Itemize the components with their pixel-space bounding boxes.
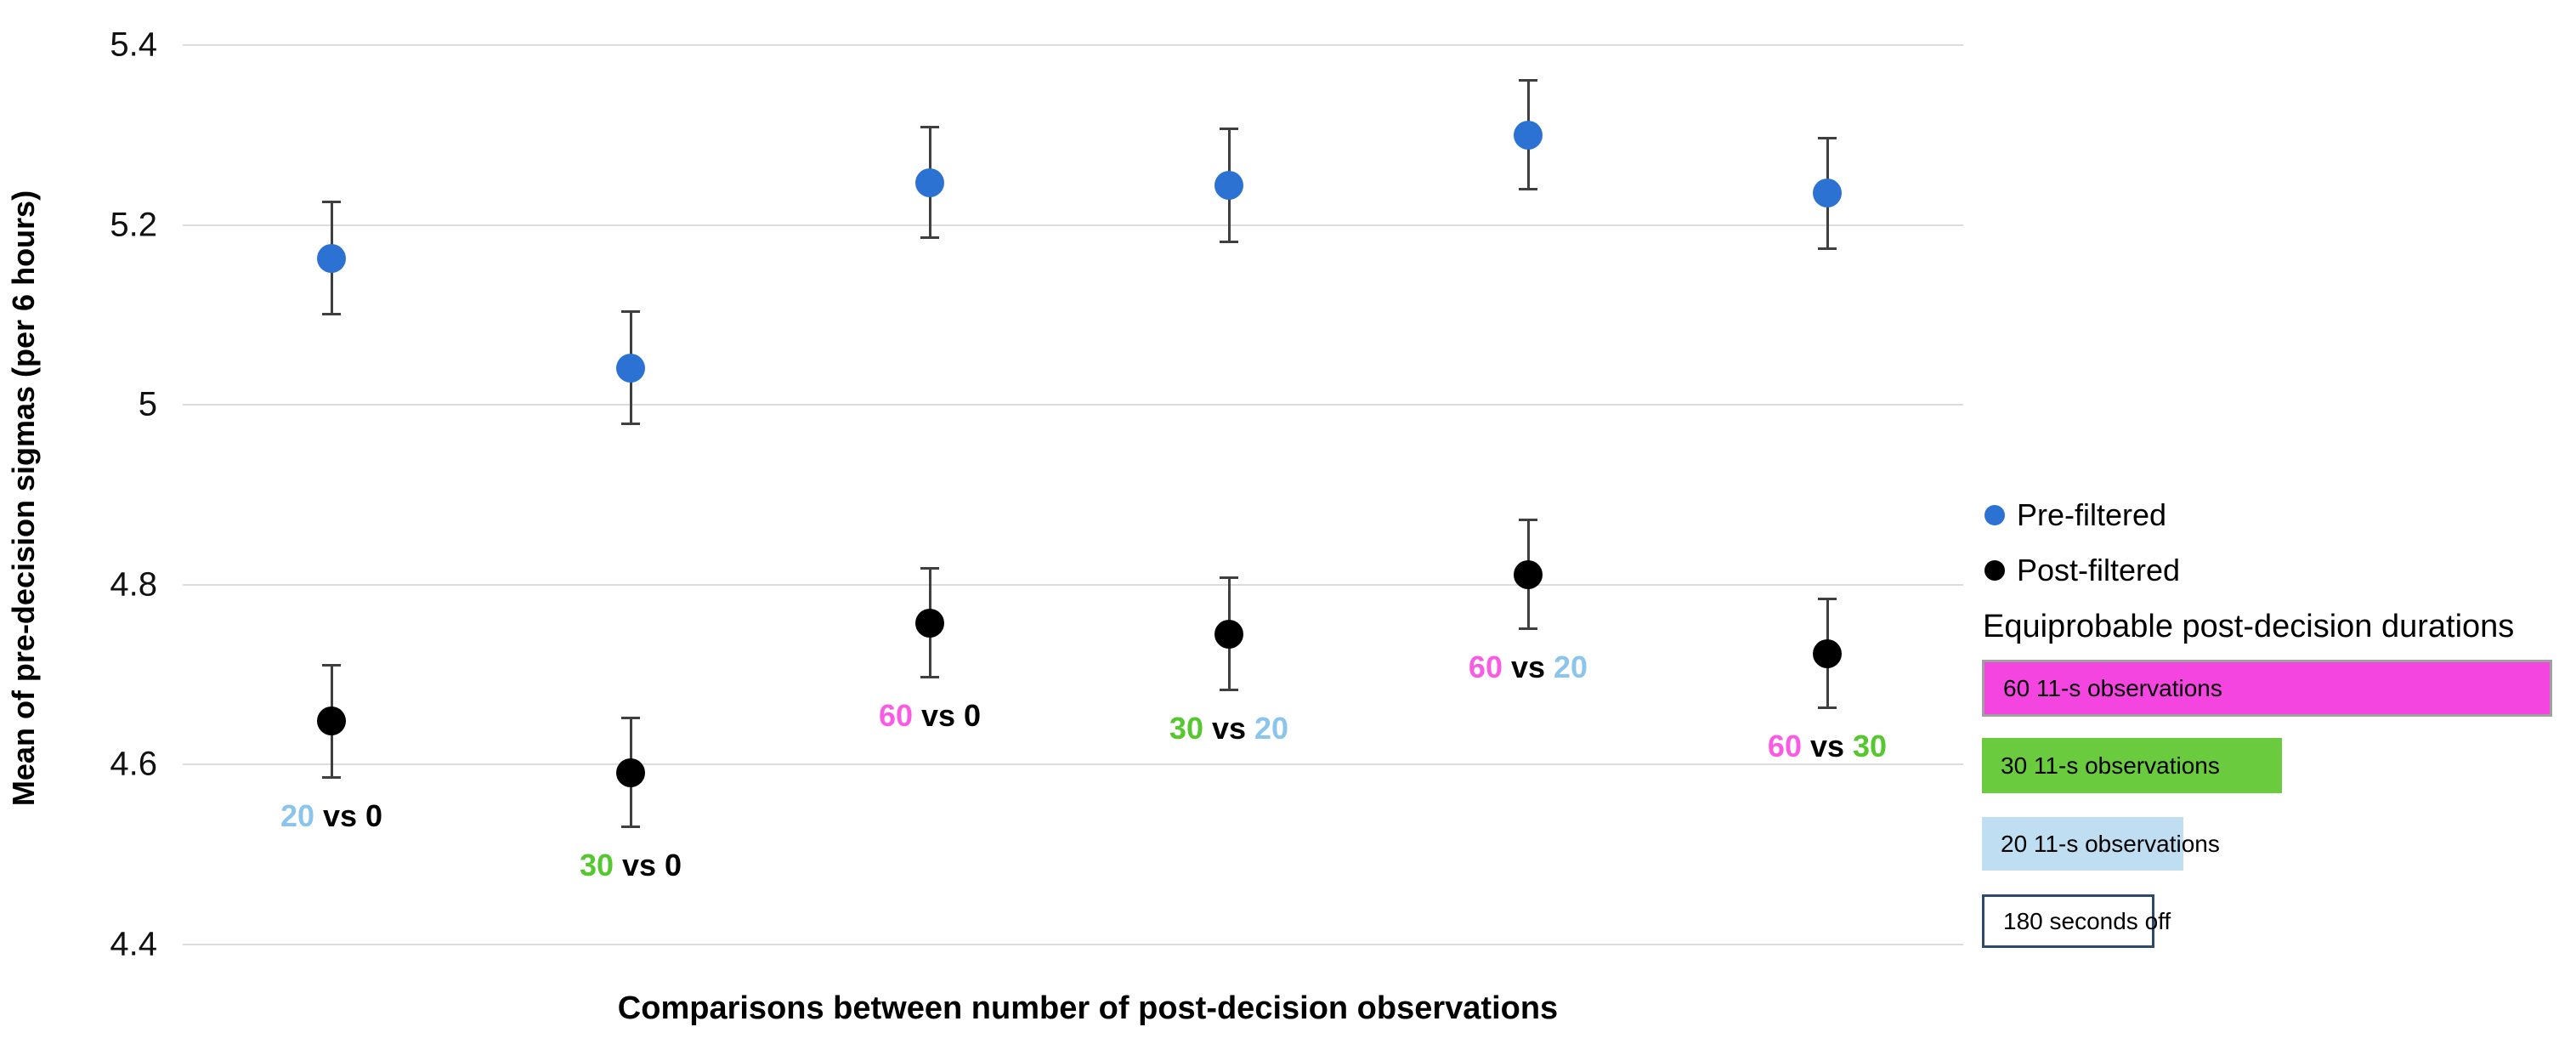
error-cap-bottom-pre-filtered-5 — [1818, 247, 1837, 251]
data-point-pre-filtered-2 — [915, 167, 944, 197]
data-point-post-filtered-1 — [616, 757, 645, 787]
duration-bar-180-seconds-off: 180 seconds off — [1982, 894, 2171, 948]
error-cap-bottom-pre-filtered-2 — [920, 236, 939, 240]
error-cap-bottom-pre-filtered-1 — [621, 423, 640, 426]
y-tick-label-5.4: 5.4 — [110, 26, 157, 64]
category-label-part: 30 — [579, 848, 614, 883]
category-label-20-vs-0: 20 vs 0 — [280, 798, 382, 834]
legend-dot-icon — [1984, 560, 2005, 581]
y-tick-label-5.2: 5.2 — [110, 206, 157, 243]
data-point-pre-filtered-4 — [1514, 120, 1543, 150]
gridline-4.8 — [183, 583, 1963, 586]
category-label-part: 20 — [1554, 650, 1588, 685]
gridline-5.4 — [183, 44, 1963, 46]
category-label-part: 30 — [1169, 711, 1203, 746]
x-axis-title: Comparisons between number of post-decis… — [617, 990, 1559, 1026]
error-cap-top-post-filtered-1 — [621, 717, 640, 719]
error-cap-bottom-pre-filtered-0 — [322, 313, 341, 316]
duration-bar-30-11-s-observations: 30 11-s observations — [1982, 738, 2282, 793]
error-cap-bottom-pre-filtered-3 — [1220, 240, 1238, 243]
error-cap-top-post-filtered-3 — [1220, 576, 1238, 580]
category-label-60-vs-0: 60 vs 0 — [879, 698, 981, 734]
category-label-30-vs-0: 30 vs 0 — [580, 848, 682, 883]
error-cap-bottom-post-filtered-1 — [621, 826, 640, 829]
category-label-part: vs — [314, 797, 366, 833]
gridline-4.6 — [183, 763, 1963, 765]
error-cap-bottom-pre-filtered-4 — [1519, 188, 1537, 191]
duration-bar-label: 30 11-s observations — [2001, 752, 2220, 779]
legend-item-post-filtered: Post-filtered — [1984, 553, 2180, 588]
error-cap-top-post-filtered-4 — [1519, 519, 1537, 522]
category-label-part: 0 — [665, 848, 682, 883]
category-label-part: 20 — [280, 797, 314, 833]
category-label-part: vs — [1203, 711, 1255, 746]
error-cap-top-pre-filtered-5 — [1818, 136, 1837, 139]
error-cap-top-post-filtered-2 — [920, 567, 939, 570]
category-label-part: 0 — [964, 698, 982, 734]
category-label-part: 30 — [1853, 729, 1888, 764]
error-cap-bottom-post-filtered-3 — [1220, 689, 1238, 692]
gridline-5 — [183, 404, 1963, 406]
data-point-post-filtered-5 — [1813, 638, 1842, 668]
legend-durations-title: Equiprobable post-decision durations — [1983, 609, 2515, 644]
duration-bar-60-11-s-observations: 60 11-s observations — [1982, 660, 2552, 717]
error-cap-top-pre-filtered-0 — [322, 201, 341, 203]
legend-item-label: Pre-filtered — [2017, 497, 2167, 532]
category-label-part: 60 — [1468, 650, 1503, 685]
gridline-5.2 — [183, 224, 1963, 226]
y-tick-label-4.4: 4.4 — [110, 925, 157, 962]
legend-dot-icon — [1984, 505, 2005, 525]
data-point-post-filtered-3 — [1214, 619, 1243, 649]
error-cap-bottom-post-filtered-5 — [1818, 706, 1837, 710]
data-point-post-filtered-0 — [317, 706, 346, 736]
category-label-part: 0 — [365, 797, 383, 833]
data-point-post-filtered-2 — [915, 608, 944, 638]
data-point-pre-filtered-5 — [1813, 179, 1842, 208]
error-cap-bottom-post-filtered-4 — [1519, 627, 1537, 631]
error-cap-top-pre-filtered-4 — [1519, 79, 1537, 82]
y-axis-title: Mean of pre-decision sigmas (per 6 hours… — [6, 190, 41, 807]
category-label-part: 60 — [1767, 729, 1802, 764]
category-label-60-vs-20: 60 vs 20 — [1469, 650, 1588, 685]
y-tick-label-4.8: 4.8 — [110, 565, 157, 603]
category-label-part: vs — [613, 848, 665, 883]
category-label-part: vs — [1502, 650, 1554, 685]
data-point-pre-filtered-3 — [1214, 170, 1243, 200]
data-point-pre-filtered-0 — [317, 243, 346, 273]
category-label-part: 60 — [878, 698, 913, 734]
category-label-part: vs — [1801, 729, 1854, 764]
gridline-4.4 — [183, 943, 1963, 945]
data-point-pre-filtered-1 — [616, 353, 645, 383]
category-label-60-vs-30: 60 vs 30 — [1768, 729, 1887, 764]
data-point-post-filtered-4 — [1514, 559, 1543, 589]
duration-bar-20-11-s-observations: 20 11-s observations — [1982, 817, 2220, 871]
error-cap-top-pre-filtered-1 — [621, 310, 640, 314]
legend-item-label: Post-filtered — [2017, 553, 2181, 587]
category-label-part: vs — [912, 698, 965, 734]
error-cap-top-post-filtered-0 — [322, 663, 341, 667]
duration-bar-label: 20 11-s observations — [2001, 830, 2220, 857]
error-cap-top-pre-filtered-2 — [920, 126, 939, 129]
error-cap-top-pre-filtered-3 — [1220, 128, 1238, 131]
y-tick-label-4.6: 4.6 — [110, 745, 157, 783]
legend-item-pre-filtered: Pre-filtered — [1984, 497, 2166, 533]
error-cap-bottom-post-filtered-0 — [322, 775, 341, 779]
error-cap-bottom-post-filtered-2 — [920, 676, 939, 679]
category-label-30-vs-20: 30 vs 20 — [1169, 711, 1288, 746]
category-label-part: 20 — [1254, 711, 1289, 746]
error-cap-top-post-filtered-5 — [1818, 598, 1837, 601]
duration-bar-label: 60 11-s observations — [2003, 674, 2222, 701]
duration-bar-label: 180 seconds off — [2003, 907, 2171, 934]
y-tick-label-5: 5 — [138, 385, 157, 423]
